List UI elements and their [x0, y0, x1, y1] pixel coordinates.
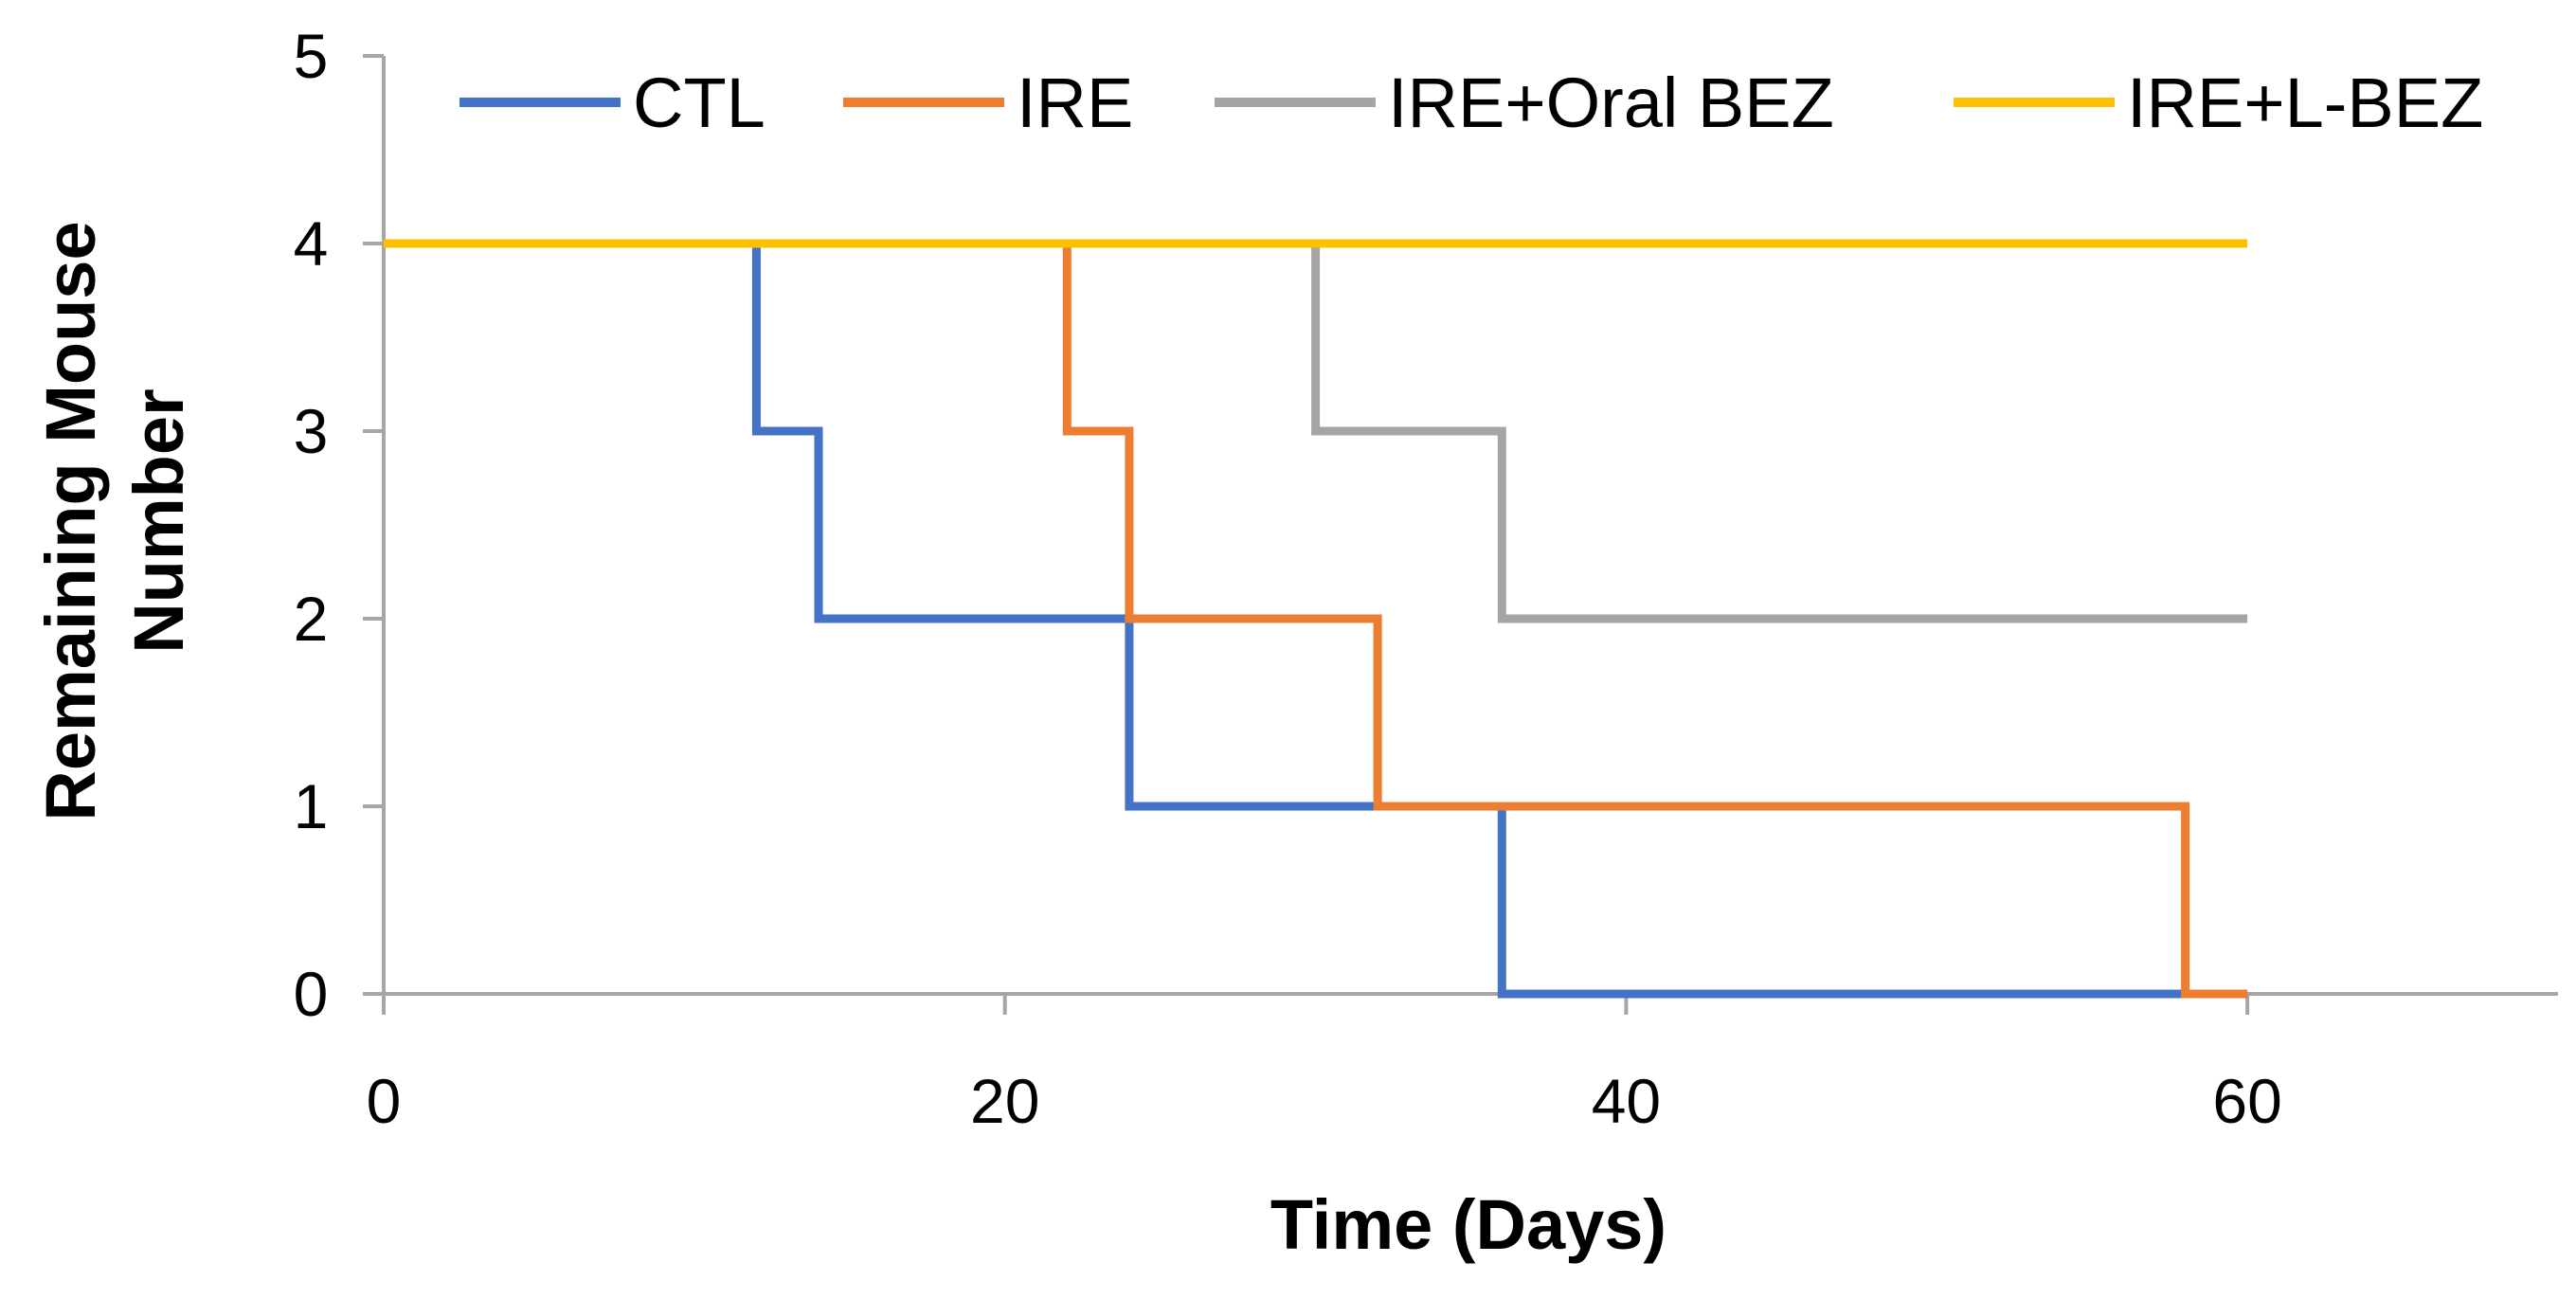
y-tick-label: 2	[294, 584, 329, 654]
legend: CTL IRE IRE+Oral BEZ IRE+L-BEZ	[459, 63, 2483, 142]
x-tick-label: 60	[2212, 1066, 2281, 1136]
y-tick-label: 5	[294, 21, 329, 91]
series-line-ire	[384, 239, 2248, 999]
y-axis-title-line-2: Number	[119, 388, 198, 654]
y-axis-title-line-1: Remaining Mouse	[31, 221, 110, 821]
legend-label-ire: IRE	[1017, 63, 1133, 142]
y-axis-ticks: 0 1 2 3 4 5	[294, 21, 384, 1029]
x-axis-ticks: 0 20 40 60	[367, 994, 2282, 1136]
legend-label-ire-oral-bez: IRE+Oral BEZ	[1388, 63, 1834, 142]
y-tick-label: 1	[294, 771, 329, 841]
x-tick-label: 20	[970, 1066, 1039, 1136]
series-line-ctl	[384, 239, 2248, 999]
x-axis-title: Time (Days)	[1270, 1185, 1666, 1264]
y-tick-label: 3	[294, 396, 329, 466]
series-group	[384, 239, 2248, 999]
y-axis-title: Remaining Mouse Number	[31, 221, 198, 821]
series-line-ire-oral-bez	[384, 239, 2248, 623]
legend-label-ctl: CTL	[633, 63, 766, 142]
x-tick-label: 0	[367, 1066, 402, 1136]
legend-label-ire-l-bez: IRE+L-BEZ	[2127, 63, 2483, 142]
x-tick-label: 40	[1592, 1066, 1661, 1136]
y-tick-label: 0	[294, 959, 329, 1029]
y-tick-label: 4	[294, 208, 329, 279]
